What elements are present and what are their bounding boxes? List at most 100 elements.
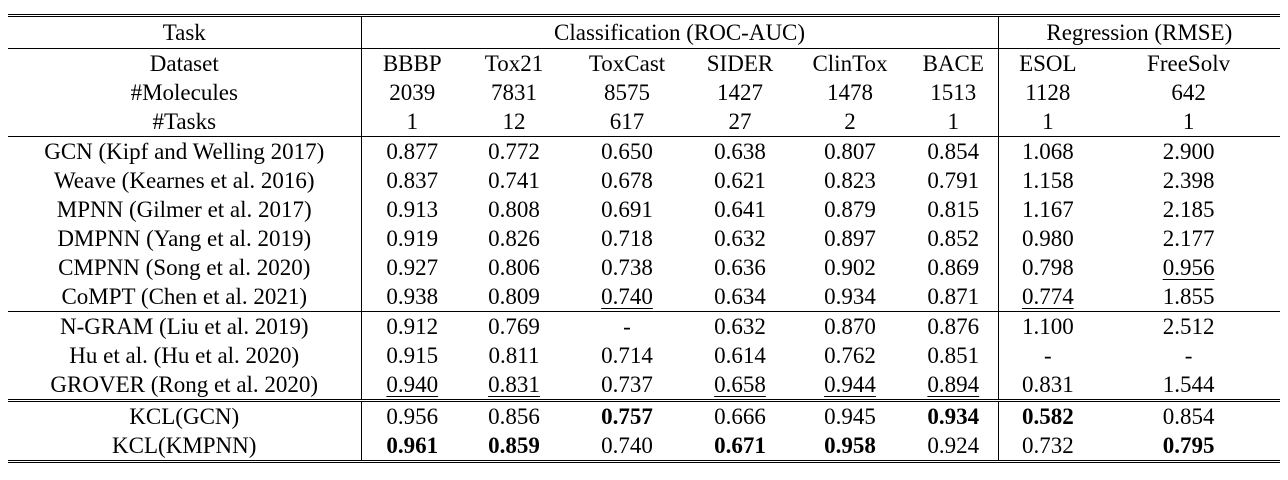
table-row: CMPNN (Song et al. 2020) 0.927 0.806 0.7…: [8, 253, 1280, 282]
second-best-value: 0.831: [488, 372, 540, 397]
model-name: CMPNN (Song et al. 2020): [8, 253, 362, 282]
score-cell: 0.924: [909, 431, 999, 462]
score-cell: 0.769: [463, 311, 565, 341]
score-cell: 0.856: [463, 399, 565, 431]
score-cell: 0.691: [601, 197, 653, 222]
score-cell: 1.855: [1162, 284, 1215, 309]
score-cell-best: 0.934: [909, 399, 999, 431]
score-cell: 0.854: [1097, 399, 1281, 431]
score-cell-best: 0.757: [565, 399, 689, 431]
score-cell: 0.823: [824, 168, 876, 193]
dataset-name: FreeSolv: [1147, 51, 1231, 76]
header-row-task: Task Classification (ROC-AUC) Regression…: [8, 15, 1281, 49]
score-cell: 0.837: [386, 168, 439, 193]
tasks-label: #Tasks: [8, 107, 362, 137]
results-table: Task Classification (ROC-AUC) Regression…: [8, 14, 1281, 463]
score-cell: 1.158: [1021, 168, 1074, 193]
score-cell: 0.913: [386, 197, 439, 222]
score-cell: 0.732: [1021, 433, 1074, 458]
score-cell: 0.772: [463, 136, 565, 166]
score-cell: 0.808: [488, 197, 540, 222]
header-row-dataset: Dataset BBBP Tox21 ToxCast SIDER ClinTox…: [8, 48, 1280, 78]
second-best-value: 0.940: [386, 372, 439, 397]
score-cell-best: 0.961: [386, 433, 439, 458]
score-cell: 0.614: [714, 343, 766, 368]
score-cell: 0.815: [909, 195, 999, 224]
table-row: Hu et al. (Hu et al. 2020) 0.915 0.811 0…: [8, 341, 1280, 370]
score-cell: 0.956: [361, 399, 463, 431]
dataset-label: Dataset: [8, 48, 362, 78]
table-row: GROVER (Rong et al. 2020) 0.940 0.831 0.…: [8, 370, 1280, 401]
task-count: 1: [909, 107, 999, 137]
second-best-value: 0.944: [824, 372, 876, 397]
dataset-name: SIDER: [706, 51, 774, 76]
molecule-count: 642: [1171, 80, 1206, 105]
second-best-value: 0.956: [1162, 255, 1215, 280]
score-cell: 1.544: [1162, 372, 1215, 397]
score-cell: 0.641: [714, 197, 766, 222]
task-count: 12: [502, 109, 526, 134]
molecule-count: 2039: [389, 80, 436, 105]
score-cell: 1.167: [1021, 197, 1074, 222]
score-cell-second-best: 0.658: [689, 370, 791, 401]
score-cell: 0.876: [909, 311, 999, 341]
score-cell: 0.634: [714, 284, 766, 309]
score-cell-best: 0.958: [824, 433, 876, 458]
score-cell: 0.718: [601, 226, 653, 251]
score-cell: 0.877: [361, 136, 463, 166]
score-cell: 0.638: [689, 136, 791, 166]
score-cell-second-best: 0.740: [565, 282, 689, 312]
regression-header: Regression (RMSE): [998, 15, 1281, 49]
dataset-name: ClinTox: [812, 51, 888, 76]
table-row: MPNN (Gilmer et al. 2017) 0.913 0.808 0.…: [8, 195, 1280, 224]
score-cell: 0.791: [909, 166, 999, 195]
dataset-name: ESOL: [1019, 51, 1077, 76]
score-cell: 0.919: [386, 226, 439, 251]
score-cell: 0.851: [909, 341, 999, 370]
score-cell: 0.879: [824, 197, 876, 222]
table-row: KCL(KMPNN) 0.961 0.859 0.740 0.671 0.958…: [8, 431, 1280, 462]
score-cell-second-best: 0.944: [791, 370, 909, 401]
score-cell: 0.945: [791, 399, 909, 431]
score-cell-best: 0.859: [488, 433, 540, 458]
score-cell: 1.100: [998, 311, 1098, 341]
score-cell: 2.512: [1097, 311, 1281, 341]
dataset-name: Tox21: [484, 51, 544, 76]
score-cell: 0.934: [824, 284, 876, 309]
dataset-name: BACE: [909, 48, 999, 78]
score-cell: 0.737: [601, 372, 653, 397]
molecules-label: #Molecules: [8, 78, 362, 107]
score-cell: 0.806: [488, 255, 540, 280]
model-name: Weave (Kearnes et al. 2016): [8, 166, 362, 195]
classification-header: Classification (ROC-AUC): [361, 15, 999, 49]
score-cell-second-best: 0.774: [998, 282, 1097, 312]
score-cell: 0.869: [909, 253, 999, 282]
second-best-value: 0.658: [714, 372, 766, 397]
score-cell: 0.762: [824, 343, 876, 368]
score-cell: 0.927: [386, 255, 439, 280]
score-cell: 2.177: [1162, 226, 1215, 251]
dataset-name: ToxCast: [588, 51, 666, 76]
score-cell: 2.185: [1162, 197, 1215, 222]
model-name: KCL(KMPNN): [8, 431, 362, 462]
model-name: N-GRAM (Liu et al. 2019): [8, 311, 362, 341]
score-cell: -: [565, 311, 689, 341]
molecule-count: 1478: [827, 80, 873, 105]
score-cell: 0.741: [488, 168, 540, 193]
score-cell: 0.811: [488, 343, 540, 368]
header-row-tasks: #Tasks 1 12 617 27 2 1 1 1: [8, 107, 1280, 137]
molecule-count: 7831: [491, 80, 537, 105]
score-cell: 2.398: [1162, 168, 1215, 193]
model-name: KCL(GCN): [8, 399, 362, 431]
molecule-count: 8575: [604, 80, 650, 105]
model-name: Hu et al. (Hu et al. 2020): [8, 341, 362, 370]
molecule-count: 1427: [717, 80, 763, 105]
table-row: DMPNN (Yang et al. 2019) 0.919 0.826 0.7…: [8, 224, 1280, 253]
score-cell: 0.912: [361, 311, 463, 341]
score-cell: 0.870: [791, 311, 909, 341]
second-best-value: 0.894: [927, 372, 980, 397]
score-cell-second-best: 0.831: [463, 370, 565, 401]
table-row: KCL(GCN) 0.956 0.856 0.757 0.666 0.945 0…: [8, 399, 1281, 431]
model-name: GCN (Kipf and Welling 2017): [8, 136, 362, 166]
score-cell: 0.826: [488, 226, 540, 251]
